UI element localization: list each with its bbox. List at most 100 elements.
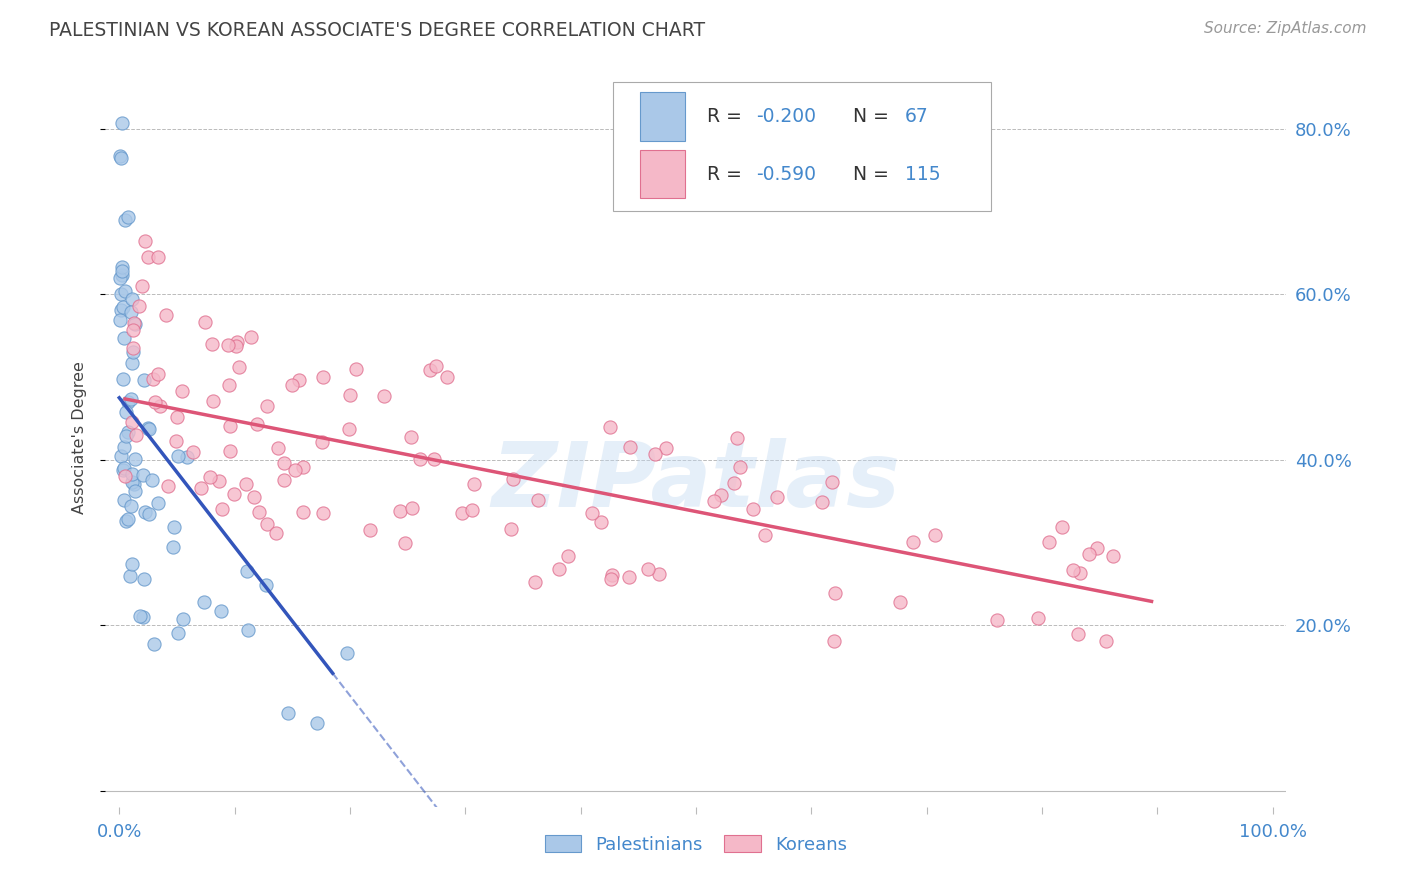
- Point: [499, 522, 522, 536]
- Point: [637, 562, 659, 576]
- Point: [111, 372, 134, 386]
- Point: [136, 421, 159, 435]
- Point: [728, 460, 751, 475]
- Text: R =: R =: [707, 107, 748, 126]
- Point: [111, 264, 134, 278]
- Point: [710, 488, 733, 502]
- Point: [115, 429, 138, 443]
- Point: [121, 467, 143, 481]
- Point: [110, 271, 132, 285]
- Point: [344, 362, 367, 376]
- Point: [292, 459, 315, 474]
- Point: [823, 633, 845, 648]
- Y-axis label: Associate's Degree: Associate's Degree: [72, 360, 87, 514]
- Point: [111, 268, 134, 283]
- Point: [110, 303, 132, 318]
- Point: [121, 475, 143, 489]
- Point: [155, 308, 177, 322]
- Point: [264, 526, 287, 541]
- Point: [903, 534, 925, 549]
- Point: [1067, 627, 1090, 641]
- Legend: Palestinians, Koreans: Palestinians, Koreans: [537, 828, 855, 861]
- Point: [336, 646, 359, 660]
- Point: [287, 373, 309, 387]
- Point: [311, 435, 333, 450]
- Point: [419, 363, 441, 377]
- Point: [889, 595, 911, 609]
- Point: [409, 451, 432, 466]
- Point: [725, 431, 748, 445]
- Text: Source: ZipAtlas.com: Source: ZipAtlas.com: [1204, 21, 1367, 37]
- Point: [373, 389, 395, 403]
- Point: [337, 422, 360, 436]
- Point: [146, 496, 169, 510]
- Point: [181, 445, 204, 459]
- Point: [617, 570, 640, 584]
- Point: [114, 468, 136, 483]
- Point: [124, 451, 146, 466]
- Point: [122, 316, 145, 330]
- Point: [132, 610, 155, 624]
- Point: [112, 493, 135, 508]
- Point: [644, 447, 666, 461]
- Point: [125, 428, 148, 442]
- Point: [121, 305, 143, 319]
- Point: [1050, 520, 1073, 534]
- Point: [1094, 634, 1116, 648]
- Point: [115, 514, 138, 528]
- Point: [224, 487, 246, 501]
- Point: [110, 449, 132, 463]
- Point: [1078, 547, 1101, 561]
- Text: PALESTINIAN VS KOREAN ASSOCIATE'S DEGREE CORRELATION CHART: PALESTINIAN VS KOREAN ASSOCIATE'S DEGREE…: [49, 21, 706, 40]
- Point: [124, 484, 146, 499]
- Point: [394, 536, 416, 550]
- Point: [117, 425, 139, 439]
- Point: [111, 463, 134, 477]
- Point: [399, 430, 422, 444]
- Point: [219, 418, 242, 433]
- Point: [209, 604, 232, 618]
- Point: [211, 502, 233, 516]
- Point: [165, 434, 187, 448]
- Point: [436, 369, 458, 384]
- Text: 115: 115: [905, 165, 941, 184]
- Point: [122, 345, 145, 359]
- Point: [166, 410, 188, 425]
- Point: [292, 506, 315, 520]
- Point: [128, 608, 150, 623]
- Point: [1101, 549, 1123, 563]
- Point: [273, 473, 295, 487]
- Point: [581, 506, 603, 520]
- Point: [312, 370, 335, 384]
- Point: [463, 476, 485, 491]
- Point: [112, 330, 135, 344]
- Point: [401, 501, 423, 516]
- Point: [208, 475, 231, 489]
- Point: [128, 299, 150, 313]
- Point: [122, 476, 145, 491]
- Point: [502, 472, 524, 486]
- Point: [112, 440, 135, 454]
- Point: [256, 399, 278, 413]
- Text: N =: N =: [841, 165, 896, 184]
- Point: [238, 624, 260, 638]
- Point: [146, 250, 169, 264]
- Point: [1062, 563, 1084, 577]
- Point: [599, 420, 621, 434]
- Point: [239, 330, 262, 344]
- Point: [307, 716, 329, 731]
- Point: [121, 356, 143, 370]
- Point: [1038, 535, 1060, 549]
- Point: [141, 474, 163, 488]
- Point: [283, 463, 305, 477]
- Point: [648, 566, 671, 581]
- Text: 67: 67: [905, 107, 929, 126]
- Point: [217, 338, 239, 352]
- Bar: [641, 93, 685, 141]
- Point: [600, 572, 623, 586]
- Point: [461, 502, 484, 516]
- Point: [225, 334, 247, 349]
- Point: [172, 611, 194, 625]
- Point: [190, 481, 212, 495]
- Point: [136, 250, 159, 264]
